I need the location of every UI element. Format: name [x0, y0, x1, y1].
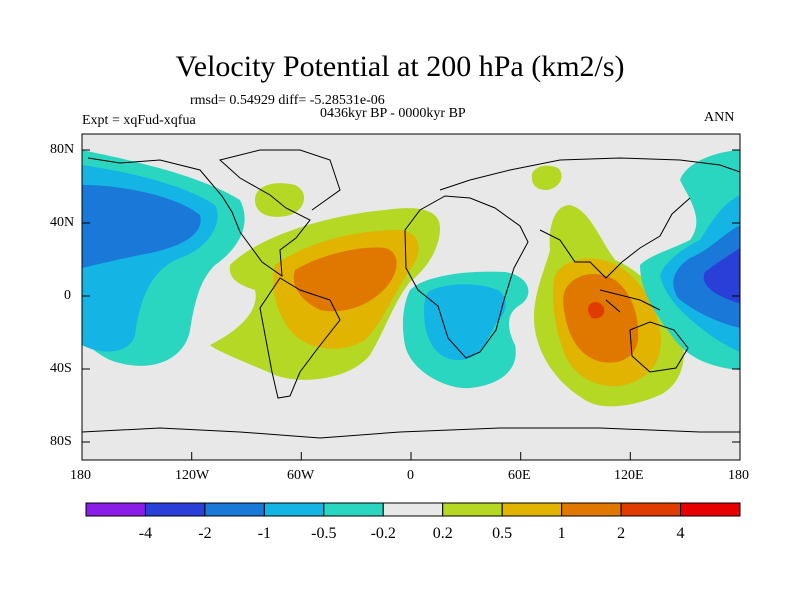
colorbar-swatch	[442, 502, 503, 517]
colorbar-label: -1	[258, 525, 271, 542]
lat-tick-40n: 40N	[50, 215, 75, 230]
lat-tick-80n: 80N	[50, 142, 75, 157]
colorbar-label: 4	[677, 525, 685, 542]
experiment-label: Expt = xqFud-xqfua	[82, 113, 196, 128]
contour-pos-2-indian	[588, 302, 605, 319]
lon-tick-180e: 180	[728, 468, 749, 483]
colorbar-swatch	[382, 502, 444, 517]
contour-pos-02-north-atlantic	[255, 183, 305, 217]
colorbar-swatch	[620, 502, 682, 517]
colorbar-swatch	[501, 502, 563, 517]
stats-label: rmsd= 0.54929 diff= -5.28531e-06	[190, 93, 385, 108]
colorbar: -4 -2 -1 -0.5 -0.2 0.2 0.5 1 2 4	[85, 502, 741, 542]
lon-tick-0: 0	[407, 468, 414, 483]
colorbar-label: -0.2	[371, 525, 396, 542]
contour-field	[82, 134, 740, 460]
colorbar-swatch	[144, 502, 206, 517]
axis-ticks	[81, 149, 741, 460]
colorbar-label: -2	[198, 525, 211, 542]
contour-pos-1-indian	[563, 274, 639, 363]
colorbar-swatch	[680, 502, 741, 517]
lat-tick-0: 0	[64, 288, 71, 303]
colorbar-swatch	[561, 502, 622, 517]
colorbar-swatch	[323, 502, 384, 517]
contour-pos-02-arctic	[531, 165, 562, 190]
colorbar-label: -0.5	[311, 525, 336, 542]
colorbar-swatch	[85, 502, 146, 517]
contour-neg-05-africa	[424, 284, 506, 361]
period-label: 0436kyr BP - 0000kyr BP	[320, 106, 466, 121]
contour-pos-1-atlantic	[293, 247, 397, 312]
lon-tick-60e: 60E	[508, 468, 531, 483]
colorbar-label: 0.2	[433, 525, 453, 542]
colorbar-label: 1	[558, 525, 566, 542]
coastlines	[82, 149, 740, 439]
colorbar-label: 2	[617, 525, 625, 542]
lat-tick-40s: 40S	[50, 361, 72, 376]
contour-neg-2-pacific-west	[703, 248, 740, 303]
contour-neg-1-pacific-east	[82, 185, 201, 268]
colorbar-swatch	[204, 502, 265, 517]
lon-tick-60w: 60W	[287, 468, 315, 483]
season-label: ANN	[704, 110, 735, 125]
colorbar-label: -4	[139, 525, 152, 542]
colorbar-swatch	[263, 502, 325, 517]
chart-title: Velocity Potential at 200 hPa (km2/s)	[175, 50, 625, 83]
lon-tick-180w: 180	[70, 468, 91, 483]
lat-tick-80s: 80S	[50, 434, 72, 449]
lon-tick-120w: 120W	[175, 468, 210, 483]
lon-tick-120e: 120E	[614, 468, 644, 483]
colorbar-label: 0.5	[492, 525, 512, 542]
